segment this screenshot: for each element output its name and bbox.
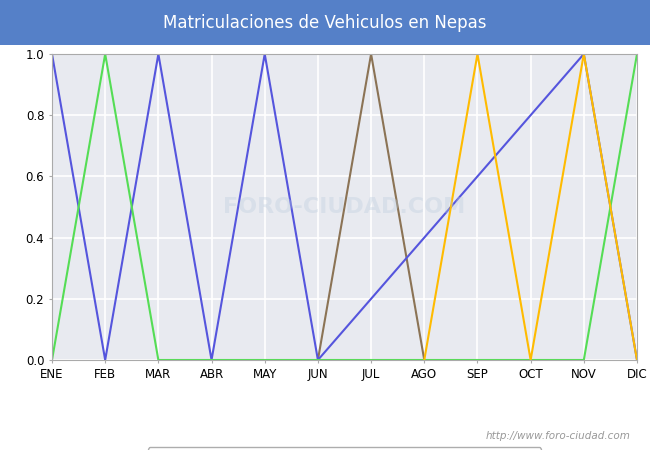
Text: http://www.foro-ciudad.com: http://www.foro-ciudad.com	[486, 431, 630, 441]
Legend: 2024, 2023, 2022, 2021, 2020: 2024, 2023, 2022, 2021, 2020	[148, 447, 541, 450]
Text: FORO-CIUDAD.COM: FORO-CIUDAD.COM	[224, 197, 465, 217]
Text: Matriculaciones de Vehiculos en Nepas: Matriculaciones de Vehiculos en Nepas	[163, 14, 487, 32]
